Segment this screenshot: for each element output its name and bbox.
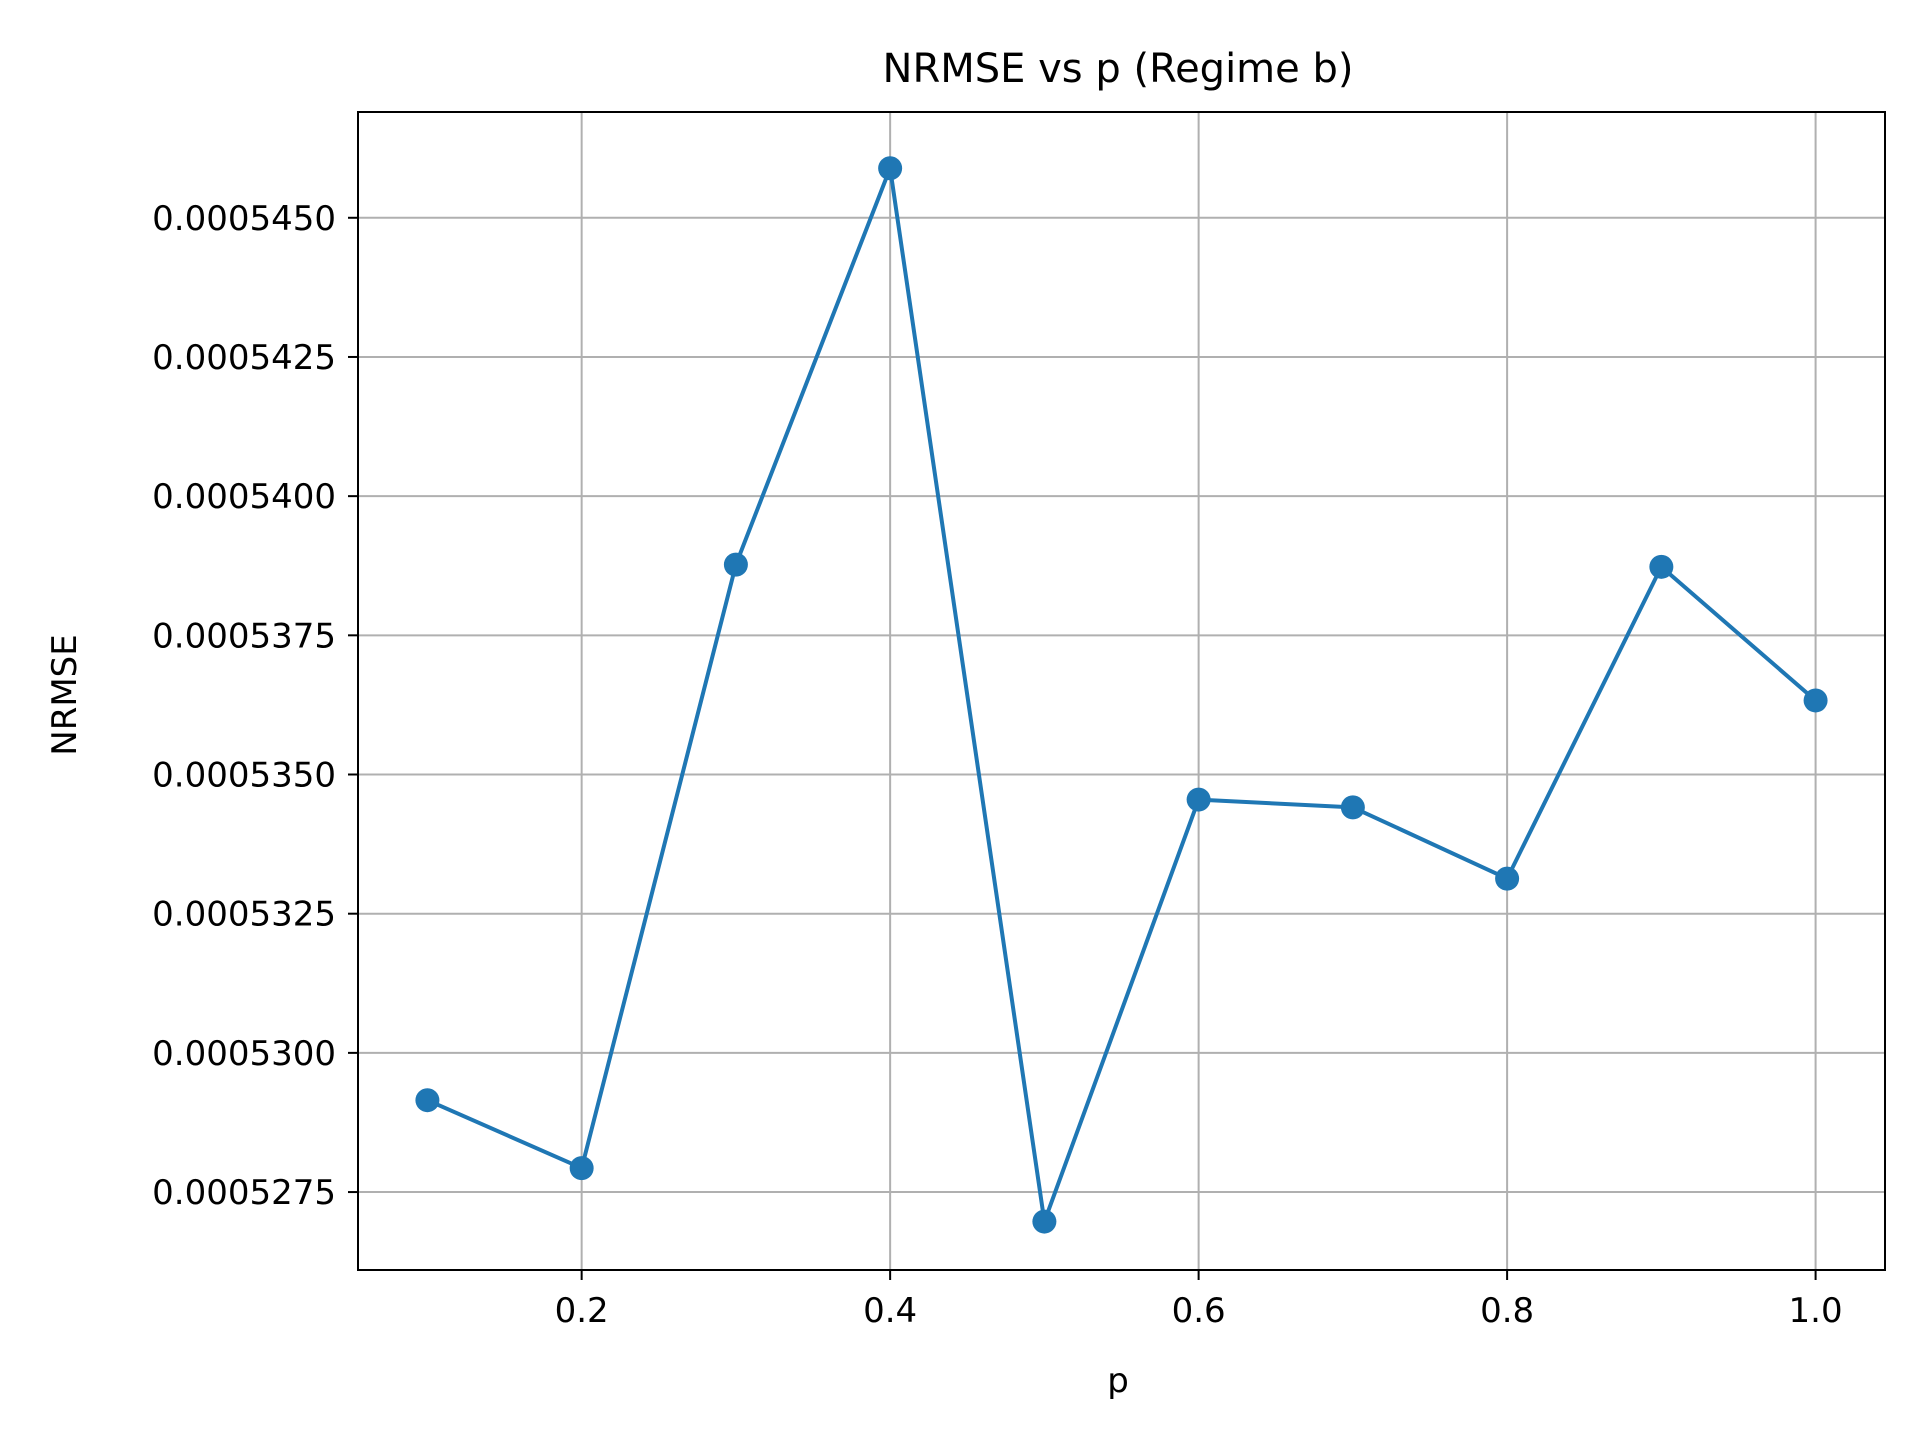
y-tick-label: 0.0005425 (152, 338, 336, 378)
grid-lines (358, 112, 1885, 1270)
data-point (1186, 787, 1211, 812)
data-point (1032, 1209, 1057, 1234)
x-tick-label: 0.4 (863, 1291, 917, 1331)
y-tick-label: 0.0005325 (152, 895, 336, 935)
chart-title: NRMSE vs p (Regime b) (883, 46, 1354, 92)
data-point (1649, 554, 1674, 579)
data-point (878, 156, 903, 181)
data-point (569, 1156, 594, 1181)
y-tick-label: 0.0005400 (152, 477, 336, 517)
data-point (723, 552, 748, 577)
data-series (415, 156, 1828, 1234)
y-tick-label: 0.0005350 (152, 756, 336, 796)
x-tick-label: 0.2 (555, 1291, 609, 1331)
y-tick-label: 0.0005275 (152, 1173, 336, 1213)
y-tick-label: 0.0005375 (152, 616, 336, 656)
y-axis-title: NRMSE (45, 634, 85, 755)
x-axis-title: p (1107, 1361, 1129, 1401)
plot-area-frame (357, 111, 1886, 1271)
x-tick-label: 0.8 (1480, 1291, 1534, 1331)
y-axis-ticks: 0.0005275 0.0005300 0.0005325 0.0005350 0.00… (152, 199, 358, 1213)
series-line (426, 166, 1817, 1224)
x-tick-label: 1.0 (1789, 1291, 1843, 1331)
y-tick-label: 0.0005450 (152, 199, 336, 239)
data-point (1803, 688, 1828, 713)
data-point (415, 1088, 440, 1113)
x-tick-label: 0.6 (1172, 1291, 1226, 1331)
data-point (1340, 795, 1365, 820)
x-axis-ticks: 0.2 0.4 0.6 0.8 1.0 (555, 1270, 1843, 1331)
data-point (1495, 866, 1520, 891)
y-tick-label: 0.0005300 (152, 1034, 336, 1074)
